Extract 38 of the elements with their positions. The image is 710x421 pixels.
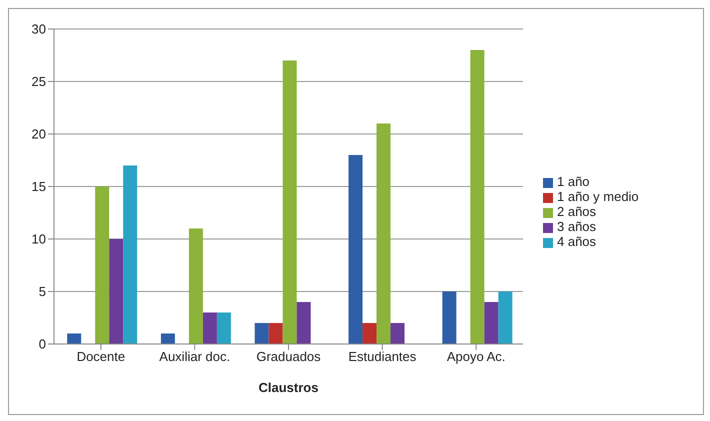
x-tick-label: Graduados (256, 349, 322, 364)
y-tick-label: 25 (32, 74, 46, 90)
bar (202, 312, 217, 344)
bar (362, 323, 377, 344)
bar (390, 323, 405, 344)
bar (282, 60, 297, 344)
bar (123, 166, 138, 344)
bar (268, 323, 283, 344)
bar (484, 302, 498, 344)
bar (442, 292, 456, 344)
y-tick-label: 5 (38, 284, 46, 300)
x-tick-label: Apoyo Ac. (446, 349, 506, 364)
bar (67, 334, 82, 344)
bar (254, 323, 269, 344)
bar (160, 334, 175, 344)
bar (376, 124, 391, 344)
legend-label: 1 año (557, 174, 590, 189)
y-tick-label: 0 (38, 336, 46, 352)
legend-label: 2 años (557, 204, 596, 219)
y-tick-label: 15 (32, 179, 46, 194)
bar (498, 292, 512, 344)
x-tick-label: Estudiantes (348, 349, 417, 364)
y-tick-label: 20 (32, 126, 46, 142)
x-tick-label: Docente (76, 349, 126, 364)
x-tick-label: Auxiliar doc. (159, 349, 230, 364)
legend-label: 4 años (557, 234, 596, 249)
legend-label: 1 año y medio (557, 189, 639, 204)
bar (470, 50, 484, 344)
bar (188, 228, 203, 344)
x-axis-title: Claustros (258, 380, 318, 395)
bar (109, 239, 124, 344)
y-tick-label: 10 (32, 232, 46, 247)
y-tick-label: 30 (32, 22, 46, 37)
bar (95, 186, 110, 344)
bar (216, 312, 231, 344)
bar (296, 302, 311, 344)
bar (348, 155, 363, 344)
legend-label: 3 años (557, 219, 596, 234)
